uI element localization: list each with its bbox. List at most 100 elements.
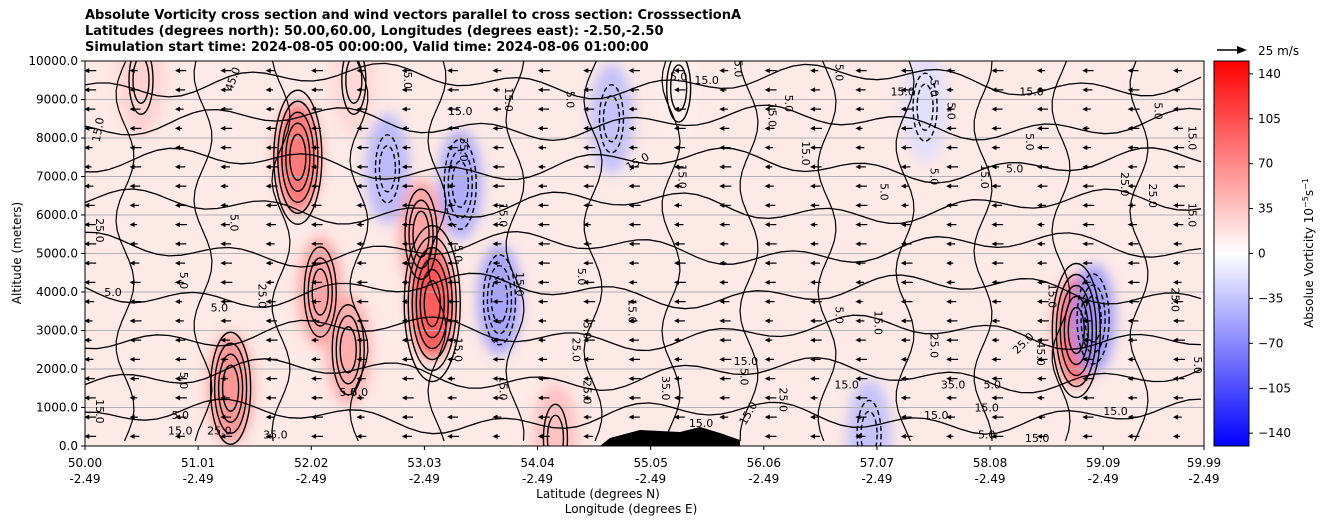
wind-vector-head [401,125,407,131]
wind-vector-head [401,222,407,228]
wind-vector-head [1127,260,1133,266]
wind-vector-head [129,260,135,266]
wind-vector-head [1036,279,1042,285]
wind-vector-head [810,299,816,305]
wind-vector-head [991,87,997,93]
wind-vector-head [1127,318,1133,324]
wind-vector-head [356,68,362,74]
wind-vector-head [719,337,725,343]
wind-vector-head [1082,318,1088,324]
wind-vector-head [1036,202,1042,208]
wind-vector-head [1036,183,1042,189]
wind-vector-head [628,164,634,170]
wind-vector-head [356,222,362,228]
wind-vector-head [492,222,498,228]
wind-vector-head [946,183,952,189]
wind-vector-head [129,145,135,151]
wind-vector-head [855,183,861,189]
contour-labels: 45.015.025.05.05.05.05.05.015.015.0 25.05… [90,61,1204,445]
y-tick-label: 3000.0 [36,324,78,338]
wind-vector-head [764,125,770,131]
wind-vector-head [537,376,543,382]
contour-label: 15.0 [448,105,473,118]
wind-vector-head [991,222,997,228]
contour-line [419,268,445,339]
wind-vector-head [265,87,271,93]
wind-vector-head [492,241,498,247]
wind-vector-head [220,356,226,362]
contour-line [213,342,248,434]
vorticity-feature [275,102,320,213]
wind-vector-head [1172,145,1178,151]
wind-vector-head [1082,222,1088,228]
wind-vector-head [311,145,317,151]
quiver-key-label: 25 m/s [1258,44,1299,58]
terrain [600,427,740,446]
wind-vector-head [447,395,453,401]
wind-vector-head [1082,106,1088,112]
contour-label: 5.0 [177,272,190,290]
y-tick-label: 5000.0 [36,247,78,261]
wind-vector-head [220,433,226,439]
wind-vector-head [1036,395,1042,401]
contour-label: 15.0 [694,74,719,87]
wind-vector-head [1036,337,1042,343]
wind-vector-head [492,395,498,401]
wind-vector-head [583,318,589,324]
wind-vector-head [447,260,453,266]
wind-vector-head [174,260,180,266]
wind-vector-head [1127,279,1133,285]
contour-line [271,61,291,442]
colorbar-tick-label: −35 [1258,291,1283,305]
wind-vector-head [220,68,226,74]
wind-vector-head [583,164,589,170]
wind-vector-head [1082,164,1088,170]
wind-vector-head [1172,414,1178,420]
wind-vector-head [810,356,816,362]
wind-vector-head [356,260,362,266]
contour-label: 5.0 [177,372,190,390]
wind-vector-head [855,318,861,324]
wind-vector-head [991,125,997,131]
contour-line [132,61,150,104]
colorbar-gradient [1213,60,1250,447]
wind-vector-head [628,202,634,208]
x-tick-label-longitude: -2.49 [748,472,779,486]
wind-vector-head [628,241,634,247]
wind-vector-head [628,68,634,74]
wind-vector-head [1172,241,1178,247]
wind-vector-head [1172,260,1178,266]
wind-vector-head [311,376,317,382]
wind-vector-head [356,125,362,131]
wind-vector-head [174,376,180,382]
wind-vector-head [492,106,498,112]
wind-vector-head [1036,222,1042,228]
wind-vector-head [583,395,589,401]
y-tick-label: 1000.0 [36,401,78,415]
wind-vector-head [265,68,271,74]
y-tick-label: 6000.0 [36,208,78,222]
wind-vector-head [220,145,226,151]
wind-vector-head [1036,87,1042,93]
wind-vector-head [265,318,271,324]
contour-line [289,133,307,181]
wind-vector-head [1036,125,1042,131]
wind-vector-head [583,222,589,228]
wind-vector-head [673,337,679,343]
colorbar-tick-label: 70 [1258,157,1273,171]
wind-vector-head [719,414,725,420]
x-tick-label-longitude: -2.49 [1188,472,1219,486]
wind-vector-head [1082,241,1088,247]
x-tick-label-longitude: -2.49 [183,472,214,486]
contour-line [209,331,252,445]
wind-vector-head [537,260,543,266]
wind-vector-head [719,241,725,247]
wind-vector-head [85,106,90,112]
wind-vector-head [447,222,453,228]
x-axis: 50.00 -2.49 51.01 -2.49 52.02 -2.49 53.03 -2.49… [68,446,1221,486]
wind-vector-head [85,433,90,439]
wind-vector-head [719,125,725,131]
contour-label: 35.0 [941,378,966,391]
wind-vector-head [401,433,407,439]
wind-vector-head [810,125,816,131]
